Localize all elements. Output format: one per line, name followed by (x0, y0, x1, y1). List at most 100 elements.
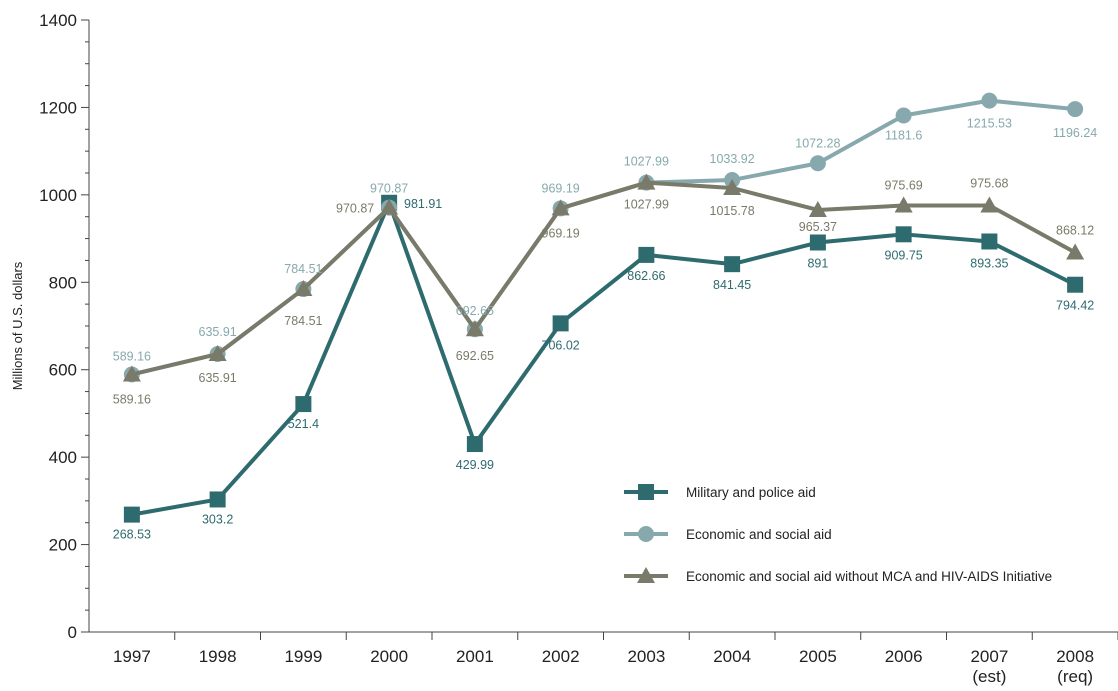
series-line-square (131, 200, 1077, 517)
x-tick-label: 2001 (456, 647, 494, 666)
data-point-triangle (1066, 243, 1085, 260)
data-point-square (1067, 276, 1084, 293)
data-label: 784.51 (284, 262, 322, 276)
x-tick-label: 2004 (713, 647, 751, 666)
data-label: 1015.78 (710, 204, 755, 218)
legend-entry: Military and police aid (686, 485, 816, 500)
y-tick-label: 200 (49, 536, 77, 555)
x-tick-label: (req) (1057, 667, 1093, 686)
y-axis-label-group: Millions of U.S. dollars (10, 261, 25, 390)
data-point-triangle (380, 198, 399, 215)
data-point-square (295, 396, 312, 413)
data-point-circle (809, 155, 826, 172)
data-label: 891 (807, 257, 828, 271)
data-label: 1033.92 (710, 152, 755, 166)
x-tick-label: 1998 (199, 647, 237, 666)
data-label: 692.65 (456, 304, 494, 318)
legend-entry: Economic and social aid without MCA and … (686, 569, 1052, 584)
data-label: 268.53 (113, 528, 151, 542)
series-line-triangle (131, 180, 1077, 377)
data-label: 635.91 (199, 371, 237, 385)
data-point-square (466, 436, 483, 453)
data-label: 303.2 (202, 512, 233, 526)
data-label: 981.91 (404, 197, 442, 211)
data-label: 1027.99 (624, 155, 669, 169)
y-axis-label: Millions of U.S. dollars (10, 261, 25, 390)
data-point-triangle (465, 320, 484, 337)
data-label: 692.65 (456, 349, 494, 363)
data-point-triangle (208, 345, 227, 362)
legend-swatch-marker (638, 526, 654, 542)
data-point-square (209, 491, 226, 508)
data-label: 1181.6 (885, 128, 922, 142)
x-tick-label: 1997 (113, 647, 151, 666)
data-label: 909.75 (885, 248, 923, 262)
data-point-triangle (723, 178, 742, 195)
x-tick-label: 2005 (799, 647, 837, 666)
series-group (122, 92, 1085, 523)
y-tick-label: 0 (68, 623, 77, 642)
legend-swatch-marker (637, 567, 655, 583)
x-tick-label: 2000 (370, 647, 408, 666)
data-label: 635.91 (199, 325, 237, 339)
data-label: 970.87 (370, 182, 408, 196)
data-point-square (895, 226, 912, 243)
data-label: 794.42 (1056, 299, 1094, 313)
data-label: 784.51 (284, 314, 322, 328)
x-tick-label: 2002 (542, 647, 580, 666)
x-tick-label: (est) (972, 667, 1006, 686)
data-label: 1215.53 (967, 117, 1012, 131)
data-label: 589.16 (113, 349, 151, 363)
data-label: 868.12 (1056, 224, 1094, 238)
data-point-square (809, 234, 826, 251)
data-point-square (981, 233, 998, 250)
data-point-triangle (122, 365, 141, 382)
data-label: 521.4 (288, 417, 319, 431)
data-label: 706.02 (542, 338, 580, 352)
data-label: 589.16 (113, 392, 151, 406)
data-point-square (552, 315, 569, 332)
data-label: 969.19 (542, 181, 580, 195)
y-tick-label: 800 (49, 273, 77, 292)
data-label: 862.66 (627, 269, 665, 283)
data-point-square (638, 246, 655, 263)
data-label: 969.19 (542, 226, 580, 240)
legend-swatch-marker (638, 484, 654, 500)
y-tick-label: 1000 (39, 186, 77, 205)
data-labels-group: 268.53 303.2 521.4 981.91 429.99 706.02 862.66… (113, 117, 1098, 542)
data-point-triangle (980, 196, 999, 213)
data-label: 965.37 (799, 220, 837, 234)
data-label: 893.35 (970, 256, 1008, 270)
data-label: 975.69 (885, 178, 923, 192)
y-tick-label: 1200 (39, 98, 77, 117)
y-tick-label: 400 (49, 448, 77, 467)
data-label: 1196.24 (1053, 126, 1097, 140)
data-point-triangle (894, 196, 913, 213)
data-label: 975.68 (970, 176, 1008, 190)
y-tick-label: 1400 (39, 11, 77, 30)
data-point-triangle (637, 173, 656, 190)
legend: Military and police aid Economic and soci… (624, 484, 1052, 584)
axes: 0 200 400 600 800 1000 1200 1400 1997 1998 1999 200… (39, 11, 1118, 686)
data-point-triangle (808, 200, 827, 217)
data-point-square (123, 506, 140, 523)
data-label: 841.45 (713, 278, 751, 292)
x-tick-label: 2006 (885, 647, 923, 666)
y-tick-label: 600 (49, 361, 77, 380)
data-point-circle (895, 107, 912, 124)
x-tick-label: 2007 (970, 647, 1008, 666)
x-tick-label: 2003 (627, 647, 665, 666)
x-tick-label: 2008 (1056, 647, 1094, 666)
data-label: 970.87 (336, 202, 374, 216)
data-point-square (724, 256, 741, 273)
data-label: 1027.99 (624, 198, 669, 212)
data-label: 1072.28 (795, 136, 840, 150)
data-point-triangle (551, 199, 570, 216)
data-point-circle (1067, 101, 1084, 118)
legend-entry: Economic and social aid (686, 527, 832, 542)
data-point-circle (981, 92, 998, 109)
data-label: 429.99 (456, 458, 494, 472)
x-tick-label: 1999 (284, 647, 322, 666)
data-point-triangle (294, 280, 313, 297)
